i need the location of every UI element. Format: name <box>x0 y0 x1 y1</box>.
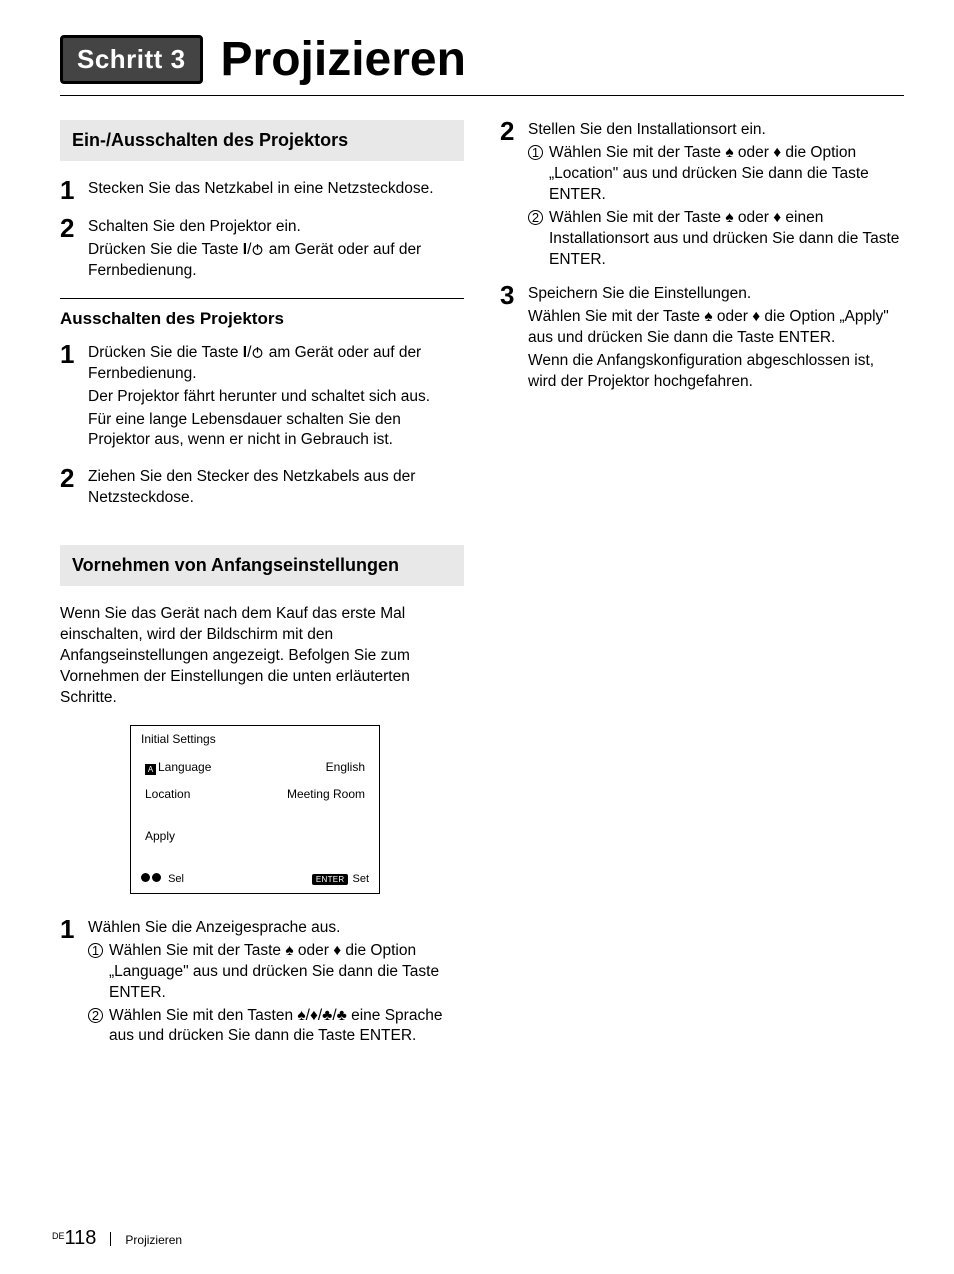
substep-marker: 2 <box>88 1008 103 1023</box>
subsection-power-off-heading: Ausschalten des Projektors <box>60 298 464 329</box>
osd-language-value: English <box>326 760 365 775</box>
section-power-heading: Ein-/Ausschalten des Projektors <box>60 120 464 161</box>
section-initial-settings-heading: Vornehmen von Anfangseinstellungen <box>60 545 464 586</box>
step-number: 1 <box>60 916 88 942</box>
step-text: Stecken Sie das Netzkabel in eine Netzst… <box>88 179 464 200</box>
substep-marker: 2 <box>528 210 543 225</box>
step-unplug: 2 Ziehen Sie den Stecker des Netzkabels … <box>60 467 464 511</box>
substep-marker: 1 <box>528 145 543 160</box>
substep-text: Wählen Sie mit der Taste ♠ oder ♦ die Op… <box>109 941 464 1004</box>
substep: 2 Wählen Sie mit der Taste ♠ oder ♦ eine… <box>528 208 904 271</box>
step-text: Wählen Sie die Anzeigesprache aus. <box>88 918 464 939</box>
step-power-on: 2 Schalten Sie den Projektor ein. Drücke… <box>60 217 464 284</box>
right-column: 2 Stellen Sie den Installationsort ein. … <box>500 120 904 1061</box>
step-number: 3 <box>500 282 528 308</box>
power-icon <box>251 346 264 359</box>
step-body: Drücken Sie die Taste I/ am Gerät oder a… <box>88 343 464 454</box>
step-number: 1 <box>60 177 88 203</box>
step-badge: Schritt 3 <box>60 35 203 84</box>
left-column: Ein-/Ausschalten des Projektors 1 Stecke… <box>60 120 464 1061</box>
osd-footer-sel: Sel <box>141 873 184 885</box>
intro-paragraph: Wenn Sie das Gerät nach dem Kauf das ers… <box>60 604 464 709</box>
enter-badge-icon: ENTER <box>312 874 349 885</box>
substep: 2 Wählen Sie mit den Tasten ♠/♦/♣/♣ eine… <box>88 1006 464 1048</box>
step-body: Stellen Sie den Installationsort ein. 1 … <box>528 120 904 270</box>
step-number: 2 <box>500 118 528 144</box>
osd-row-language: ALanguage English <box>131 750 379 781</box>
step-text: Speichern Sie die Einstellungen. <box>528 284 904 305</box>
step-text: Wenn die Anfangskonfiguration abgeschlos… <box>528 351 904 393</box>
step-text: Ziehen Sie den Stecker des Netzkabels au… <box>88 467 464 509</box>
step-text: Drücken Sie die Taste I/ am Gerät oder a… <box>88 240 464 282</box>
step-number: 2 <box>60 465 88 491</box>
step-press-off: 1 Drücken Sie die Taste I/ am Gerät oder… <box>60 343 464 454</box>
substep-text: Wählen Sie mit den Tasten ♠/♦/♣/♣ eine S… <box>109 1006 464 1048</box>
osd-apply: Apply <box>131 807 379 853</box>
step-text: Für eine lange Lebensdauer schalten Sie … <box>88 410 464 452</box>
power-icon <box>251 243 264 256</box>
substep-text: Wählen Sie mit der Taste ♠ oder ♦ die Op… <box>549 143 904 206</box>
step-text: Stellen Sie den Installationsort ein. <box>528 120 904 141</box>
step-body: Speichern Sie die Einstellungen. Wählen … <box>528 284 904 395</box>
osd-screenshot: Initial Settings ALanguage English Locat… <box>130 725 380 894</box>
step-select-language: 1 Wählen Sie die Anzeigesprache aus. 1 W… <box>60 918 464 1048</box>
osd-title: Initial Settings <box>131 726 379 750</box>
step-text: Schalten Sie den Projektor ein. <box>88 217 464 238</box>
step-body: Ziehen Sie den Stecker des Netzkabels au… <box>88 467 464 511</box>
step-number: 1 <box>60 341 88 367</box>
footer-page: DE118 <box>52 1227 96 1250</box>
language-icon: A <box>145 764 156 775</box>
page-title: Projizieren <box>221 32 466 87</box>
step-text: Der Projektor fährt herunter und schalte… <box>88 387 464 408</box>
substep: 1 Wählen Sie mit der Taste ♠ oder ♦ die … <box>88 941 464 1004</box>
step-text: Wählen Sie mit der Taste ♠ oder ♦ die Op… <box>528 307 904 349</box>
footer-divider <box>110 1232 111 1246</box>
osd-location-value: Meeting Room <box>287 787 365 801</box>
osd-footer: Sel ENTERSet <box>131 867 379 893</box>
footer-pagenum: 118 <box>65 1227 97 1249</box>
osd-language-label: ALanguage <box>145 760 211 775</box>
footer-locale: DE <box>52 1231 65 1241</box>
step-body: Schalten Sie den Projektor ein. Drücken … <box>88 217 464 284</box>
step-number: 2 <box>60 215 88 241</box>
nav-dot-icon <box>152 873 161 882</box>
step-body: Stecken Sie das Netzkabel in eine Netzst… <box>88 179 464 202</box>
page-footer: DE118 Projizieren <box>52 1227 182 1250</box>
substep-marker: 1 <box>88 943 103 958</box>
nav-dot-icon <box>141 873 150 882</box>
osd-footer-set: ENTERSet <box>312 873 369 885</box>
substep: 1 Wählen Sie mit der Taste ♠ oder ♦ die … <box>528 143 904 206</box>
step-plug-in: 1 Stecken Sie das Netzkabel in eine Netz… <box>60 179 464 203</box>
step-text: Drücken Sie die Taste I/ am Gerät oder a… <box>88 343 464 385</box>
page-header: Schritt 3 Projizieren <box>60 32 904 96</box>
substep-text: Wählen Sie mit der Taste ♠ oder ♦ einen … <box>549 208 904 271</box>
step-save-settings: 3 Speichern Sie die Einstellungen. Wähle… <box>500 284 904 395</box>
step-select-location: 2 Stellen Sie den Installationsort ein. … <box>500 120 904 270</box>
osd-row-location: Location Meeting Room <box>131 781 379 807</box>
footer-section: Projizieren <box>125 1233 182 1247</box>
step-body: Wählen Sie die Anzeigesprache aus. 1 Wäh… <box>88 918 464 1048</box>
osd-location-label: Location <box>145 787 190 801</box>
